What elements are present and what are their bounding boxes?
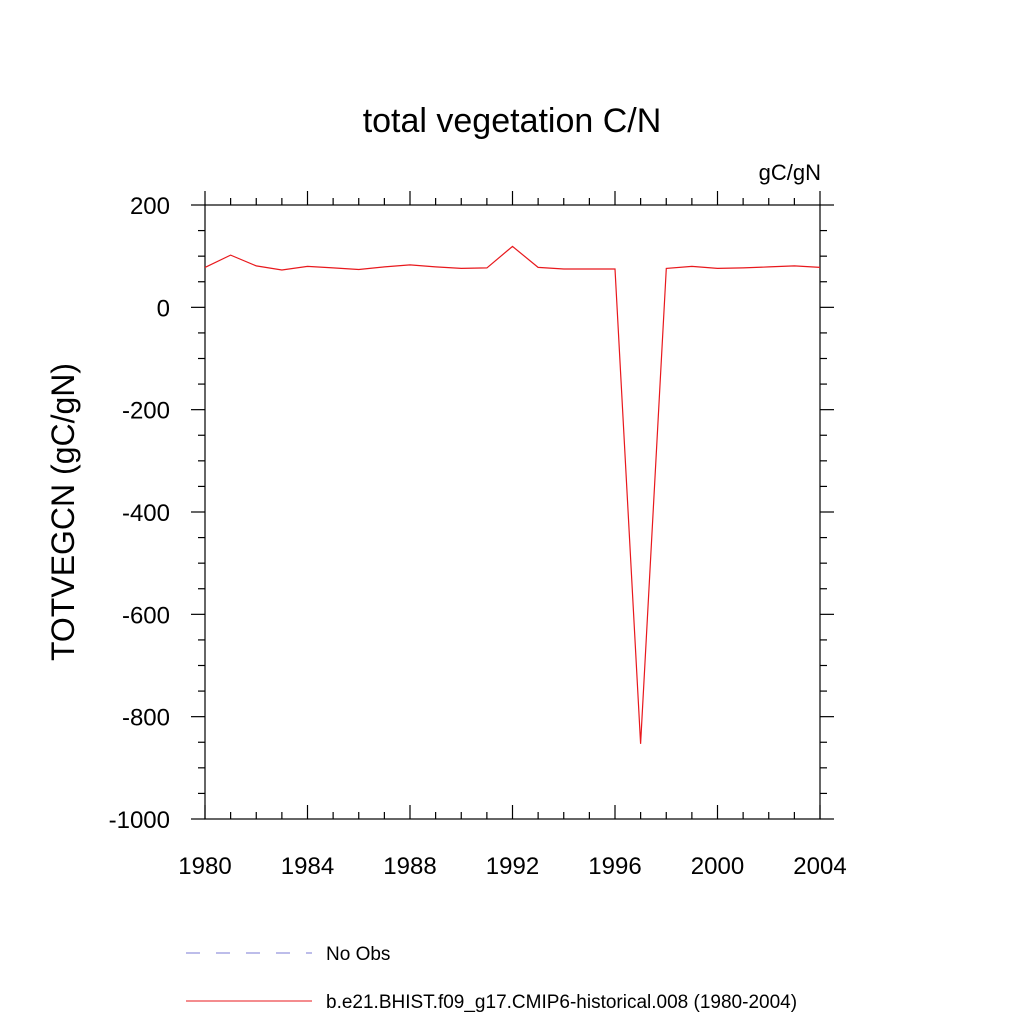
chart-title: total vegetation C/N — [363, 102, 662, 140]
data-series — [204, 245, 821, 744]
x-tick-label: 1980 — [178, 853, 231, 880]
y-tick-label: -800 — [122, 705, 170, 732]
y-tick-label: 200 — [130, 193, 170, 220]
legend: No Obs b.e21.BHIST.f09_g17.CMIP6-historic… — [186, 944, 797, 1013]
y-tick-label: 0 — [157, 295, 170, 322]
x-tick-label: 1988 — [383, 853, 436, 880]
y-axis-label: TOTVEGCN (gC/gN) — [45, 363, 81, 661]
series-line — [204, 245, 821, 744]
legend-label: No Obs — [326, 944, 390, 965]
x-tick-label: 2004 — [793, 853, 846, 880]
legend-label: b.e21.BHIST.f09_g17.CMIP6-historical.008… — [326, 992, 797, 1013]
units-label: gC/gN — [759, 160, 821, 185]
y-tick-label: -400 — [122, 500, 170, 527]
y-tick-label: -200 — [122, 398, 170, 425]
x-tick-label: 2000 — [691, 853, 744, 880]
y-tick-label: -1000 — [109, 807, 170, 834]
y-tick-label: -600 — [122, 602, 170, 629]
y-tick-labels: 200 0 -200 -400 -600 -800 -1000 — [109, 193, 170, 834]
x-tick-labels: 1980 1984 1988 1992 1996 2000 2004 — [178, 853, 846, 880]
x-tick-label: 1992 — [486, 853, 539, 880]
axis-ticks — [191, 191, 834, 820]
x-tick-label: 1996 — [588, 853, 641, 880]
plot-frame — [204, 204, 821, 820]
x-tick-label: 1984 — [281, 853, 334, 880]
